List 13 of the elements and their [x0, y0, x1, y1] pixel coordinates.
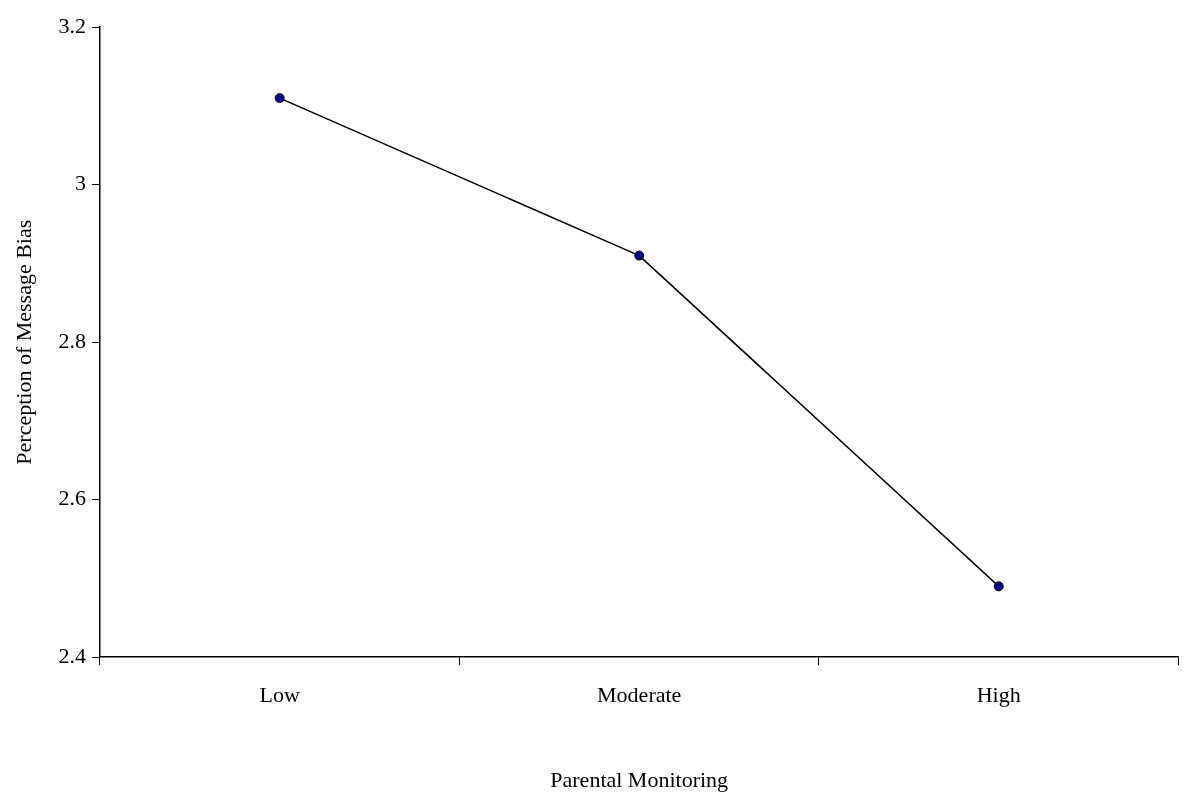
point [274, 93, 285, 104]
point [993, 581, 1004, 592]
x-tick-label: Moderate [597, 682, 682, 708]
y-tick-label: 2.8 [58, 327, 86, 353]
y-tick-label: 3 [74, 170, 86, 196]
y-axis-title: Perception of Message Bias [10, 219, 36, 465]
y-tick-label: 3.2 [58, 12, 86, 38]
y-tick-label: 2.4 [58, 642, 86, 668]
x-axis-title: Parental Monitoring [550, 766, 729, 792]
x-tick-label: High [976, 682, 1021, 708]
y-tick-label: 2.6 [58, 485, 86, 511]
point [634, 250, 645, 261]
x-tick-label: Low [259, 682, 300, 708]
